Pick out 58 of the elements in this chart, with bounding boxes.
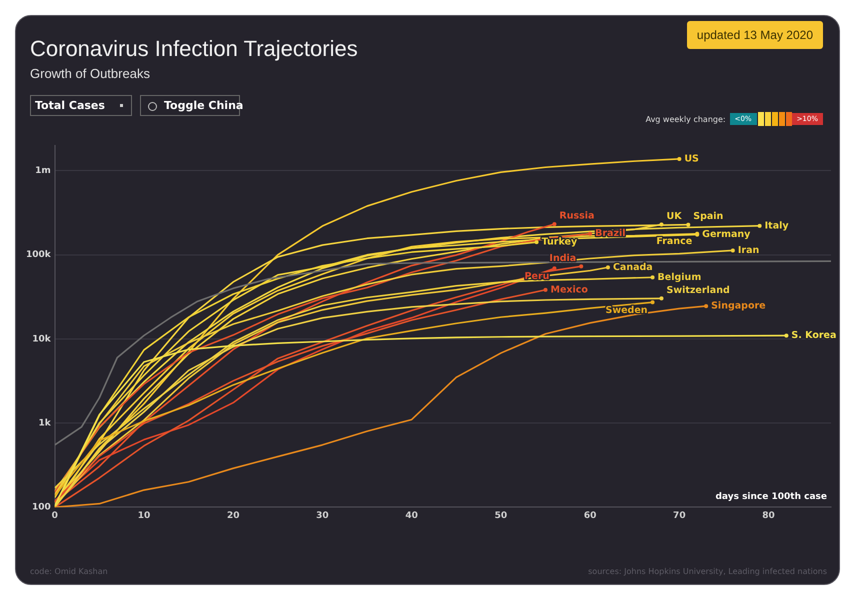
series-label: US	[684, 153, 700, 164]
chart-subtitle: Growth of Outbreaks	[30, 66, 150, 81]
series-label: Peru	[524, 270, 550, 282]
series-label: Sweden	[605, 304, 648, 316]
point	[730, 248, 735, 252]
point	[650, 300, 655, 304]
x-tick-label: 10	[138, 510, 150, 521]
y-tick-label: 100k	[26, 250, 52, 260]
series-label: Turkey	[542, 236, 578, 248]
point	[686, 222, 690, 227]
y-tick-label: 10k	[32, 334, 52, 344]
x-axis-title: days since 100th case	[715, 492, 827, 502]
text: code: Omid Kashan	[30, 567, 108, 576]
x-tick-label: 30	[316, 510, 329, 521]
series-label: Brazil	[595, 228, 626, 240]
point	[677, 156, 682, 161]
x-tick-label: 50	[494, 510, 508, 521]
dropdown-field: Total Cases	[30, 95, 132, 116]
x-tick-label: 40	[405, 510, 418, 521]
point	[579, 264, 584, 268]
series-label: France	[656, 236, 692, 248]
point	[588, 232, 592, 236]
series-label: Spain	[693, 211, 724, 222]
point	[704, 304, 708, 308]
source-note: sources: Johns Hopkins University, Leading infected nations	[588, 567, 827, 576]
x-tick-label: 80	[762, 510, 775, 521]
series-label: S. Korea	[791, 330, 836, 342]
legend-title: Avg weekly change:	[646, 114, 726, 124]
point	[659, 296, 664, 300]
series-label: Singapore	[711, 300, 766, 312]
point	[552, 222, 556, 226]
chart-title: Coronavirus Infection Trajectories	[30, 36, 358, 62]
x-tick-label: 70	[673, 510, 686, 521]
point	[758, 224, 762, 228]
series-label: UK	[666, 210, 682, 222]
y-tick-label: 100	[32, 502, 51, 513]
point	[534, 240, 539, 244]
point	[784, 334, 788, 338]
x-tick-label: 0	[52, 510, 58, 521]
series-label: Russia	[559, 210, 594, 222]
series-label: Canada	[612, 262, 653, 273]
series-label: Iran	[738, 244, 760, 256]
y-tick-label: 1m	[35, 166, 51, 176]
series-label: Switzerland	[666, 284, 730, 296]
toggle-button: Toggle China	[140, 95, 240, 116]
series-label: Belgium	[658, 272, 702, 283]
series-label: Germany	[702, 229, 752, 240]
text: updated 13 May 2020	[686, 21, 823, 49]
point	[659, 222, 664, 226]
x-tick-label: 20	[226, 510, 240, 521]
x-tick-label: 60	[584, 510, 596, 521]
point	[543, 288, 548, 292]
point	[606, 265, 610, 270]
series-label: Italy	[764, 220, 790, 232]
point	[552, 266, 556, 270]
y-tick-label: 1k	[38, 418, 52, 428]
point	[650, 275, 655, 280]
series-label: Mexico	[550, 284, 588, 296]
